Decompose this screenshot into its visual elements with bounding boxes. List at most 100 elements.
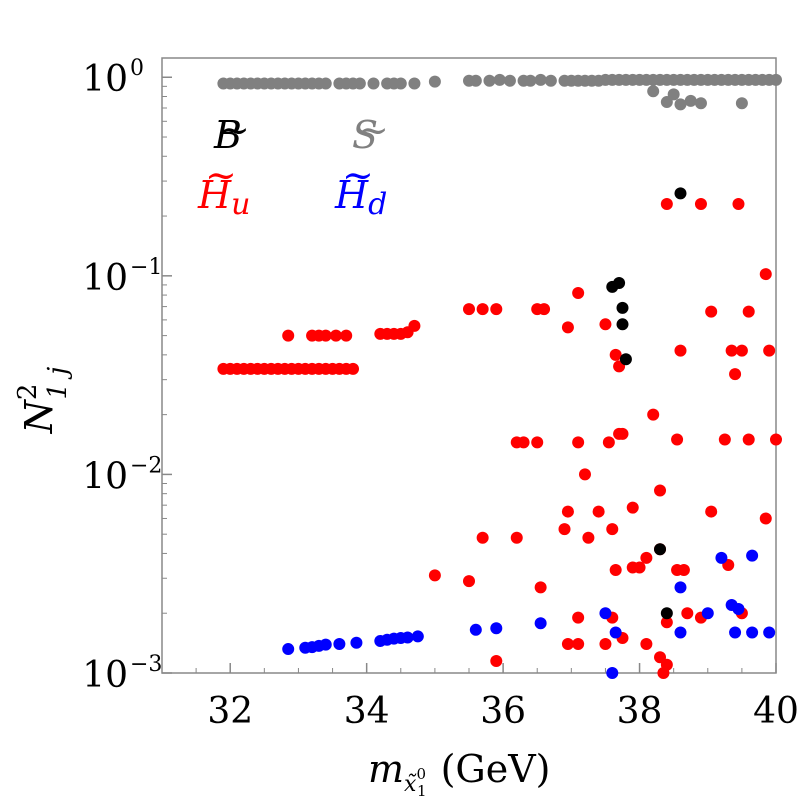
data-point (282, 643, 295, 656)
data-point (463, 303, 475, 316)
data-point (660, 607, 673, 620)
data-point (333, 637, 346, 650)
data-points (217, 73, 782, 679)
data-point (660, 96, 673, 109)
data-point (490, 654, 503, 667)
legend-hd-label: Hd (334, 173, 387, 222)
data-point (408, 77, 421, 90)
data-point (534, 617, 547, 630)
data-point (609, 564, 622, 577)
data-point (657, 667, 670, 679)
data-point (476, 531, 489, 544)
data-point (558, 523, 571, 536)
y-tick-exponent: −2 (130, 453, 162, 478)
data-point (660, 616, 673, 629)
data-point (367, 77, 380, 90)
legend-entry-bino: ~ B (213, 108, 250, 157)
data-point (411, 630, 424, 643)
data-point (746, 549, 759, 562)
data-point (319, 329, 332, 342)
data-point (401, 631, 414, 644)
legend-entry-singlino: ~ S (352, 108, 389, 157)
data-point (763, 344, 776, 357)
data-point (770, 73, 782, 86)
legend-hu-tilde: ~ (205, 153, 237, 197)
data-point (746, 626, 759, 639)
data-point (729, 368, 742, 381)
y-tick-label: 10 (82, 59, 128, 100)
data-point (510, 531, 523, 544)
data-point (718, 433, 731, 446)
legend-bino-label: B (213, 113, 242, 157)
data-point (616, 301, 629, 314)
data-point (572, 436, 585, 449)
data-point (725, 344, 738, 357)
y-tick-exponent: −3 (130, 652, 162, 677)
data-point (572, 611, 585, 624)
y-axis-title: N21 j (13, 367, 73, 435)
data-point (759, 268, 772, 281)
legend: ~ B ~ S ~ Hu ~ Hd (197, 108, 389, 222)
data-point (592, 505, 605, 518)
data-point (681, 607, 694, 620)
y-tick-label: 10 (82, 456, 128, 497)
data-point (660, 197, 673, 210)
data-point (674, 98, 687, 111)
data-point (732, 603, 745, 616)
data-point (616, 427, 629, 440)
data-point (619, 353, 632, 366)
data-point (534, 581, 547, 594)
y-tick-label: 10 (82, 258, 128, 299)
x-tick-label: 32 (207, 691, 253, 732)
data-point (705, 305, 718, 318)
y-tick-exponent: −1 (130, 255, 162, 280)
data-point (606, 667, 619, 679)
data-point (606, 523, 619, 536)
data-point (544, 74, 557, 87)
data-point (561, 321, 574, 334)
data-point (428, 75, 441, 88)
data-point (483, 74, 496, 87)
data-point (561, 637, 574, 650)
data-point (340, 329, 353, 342)
data-point (394, 77, 407, 90)
data-point (640, 551, 653, 564)
series-0 (217, 73, 782, 111)
x-tick-label: 34 (344, 691, 390, 732)
data-point (572, 637, 585, 650)
data-point (282, 329, 295, 342)
svg-text:mx̃01(GeV): mx̃0 1 (GeV) (368, 747, 551, 800)
data-point (599, 607, 612, 620)
x-axis-title: mx̃0 1 (GeV) (368, 747, 551, 800)
data-point (647, 85, 660, 98)
data-point (531, 436, 544, 449)
data-point (626, 501, 639, 514)
series-2 (282, 549, 776, 679)
data-point (463, 575, 475, 588)
data-point (654, 543, 667, 556)
data-point (701, 607, 714, 620)
data-point (694, 197, 707, 210)
data-point (684, 94, 697, 107)
x-tick-label: 38 (617, 691, 663, 732)
data-point (599, 637, 612, 650)
data-point (476, 303, 489, 316)
data-point (705, 505, 718, 518)
data-point (674, 344, 687, 357)
data-point (602, 436, 615, 449)
x-tick-label: 36 (480, 691, 526, 732)
data-point (578, 468, 591, 481)
data-point (647, 408, 660, 421)
data-point (735, 344, 748, 357)
data-point (493, 73, 506, 86)
data-point (770, 433, 782, 446)
data-point (408, 319, 421, 332)
data-point (329, 329, 342, 342)
data-point (633, 561, 646, 574)
data-point (609, 626, 622, 639)
data-point (319, 77, 332, 90)
data-point (490, 622, 503, 635)
legend-singlino-tilde: ~ (357, 108, 389, 152)
legend-bino-tilde: ~ (218, 108, 250, 152)
